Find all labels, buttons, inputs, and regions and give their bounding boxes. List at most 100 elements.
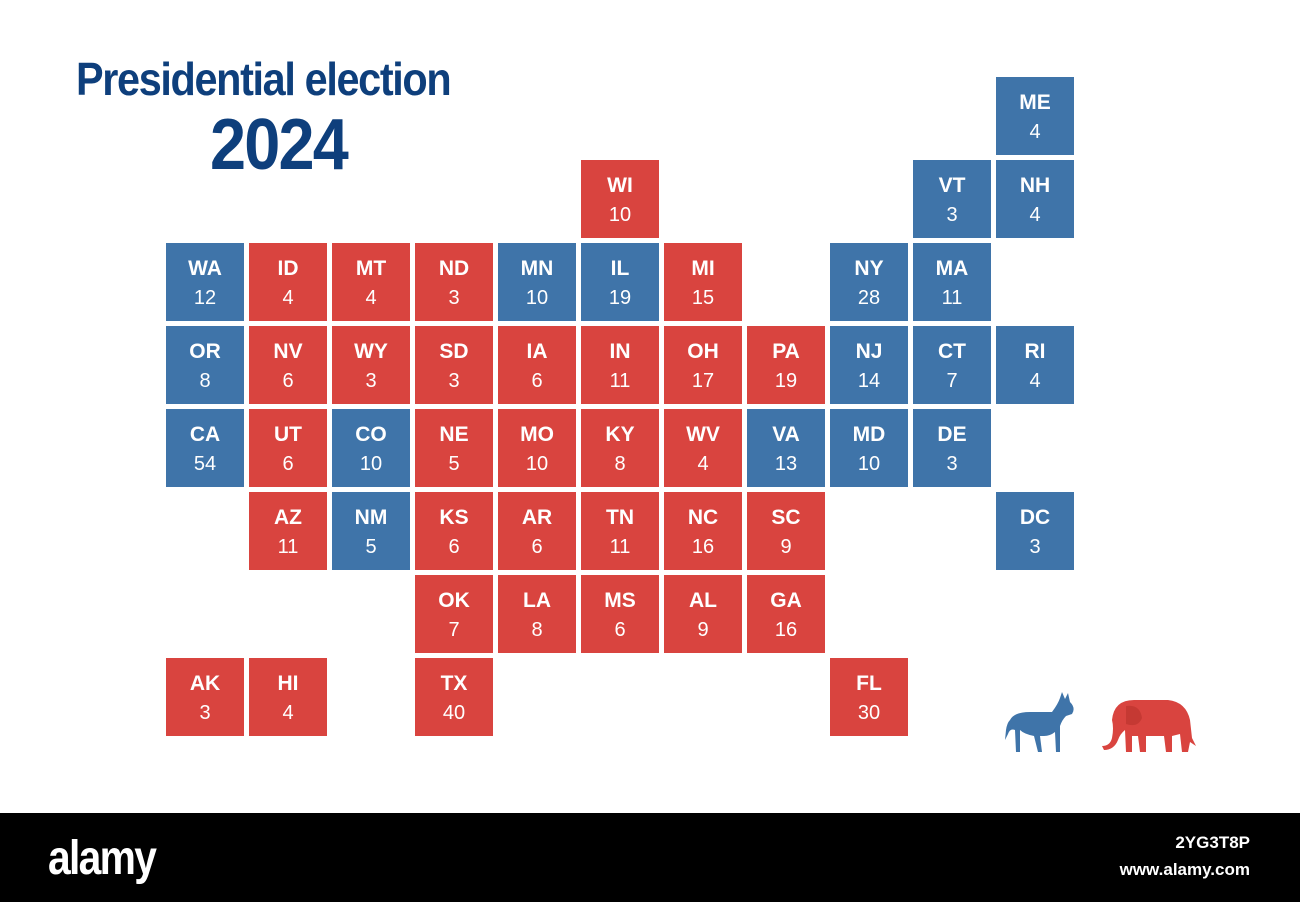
state-tile-ri: RI 4 <box>996 326 1074 404</box>
state-tile-fl: FL 30 <box>830 658 908 736</box>
electoral-votes: 7 <box>448 619 460 641</box>
electoral-votes: 11 <box>609 536 631 558</box>
state-abbr: NE <box>439 423 469 446</box>
state-tile-dc: DC 3 <box>996 492 1074 570</box>
state-tile-az: AZ 11 <box>249 492 327 570</box>
electoral-votes: 4 <box>282 287 294 309</box>
state-tile-ut: UT 6 <box>249 409 327 487</box>
state-abbr: WA <box>188 257 222 280</box>
electoral-votes: 3 <box>1029 536 1041 558</box>
state-tile-nd: ND 3 <box>415 243 493 321</box>
state-abbr: WI <box>607 174 633 197</box>
electoral-votes: 28 <box>857 287 881 309</box>
electoral-votes: 11 <box>609 370 631 392</box>
state-tile-ky: KY 8 <box>581 409 659 487</box>
state-tile-tx: TX 40 <box>415 658 493 736</box>
state-tile-ma: MA 11 <box>913 243 991 321</box>
state-tile-nm: NM 5 <box>332 492 410 570</box>
state-abbr: CO <box>355 423 387 446</box>
state-abbr: MA <box>935 257 969 280</box>
state-tile-hi: HI 4 <box>249 658 327 736</box>
state-abbr: MT <box>355 257 387 280</box>
state-abbr: OR <box>189 340 221 363</box>
state-abbr: SC <box>771 506 801 529</box>
state-tile-ak: AK 3 <box>166 658 244 736</box>
state-abbr: ME <box>1019 91 1051 114</box>
state-abbr: TN <box>606 506 634 529</box>
electoral-votes: 12 <box>193 287 217 309</box>
state-abbr: AR <box>521 506 553 529</box>
state-tile-oh: OH 17 <box>664 326 742 404</box>
electoral-votes: 4 <box>697 453 709 475</box>
electoral-votes: 6 <box>531 536 543 558</box>
electoral-votes: 10 <box>525 453 549 475</box>
electoral-votes: 3 <box>448 287 460 309</box>
electoral-votes: 19 <box>608 287 632 309</box>
state-tile-mo: MO 10 <box>498 409 576 487</box>
electoral-votes: 16 <box>774 619 798 641</box>
electoral-votes: 7 <box>946 370 958 392</box>
state-abbr: FL <box>856 672 882 695</box>
electoral-votes: 54 <box>193 453 217 475</box>
electoral-votes: 3 <box>365 370 377 392</box>
footer-url[interactable]: www.alamy.com <box>1119 860 1250 879</box>
state-abbr: MD <box>852 423 886 446</box>
electoral-votes: 4 <box>1029 370 1041 392</box>
state-abbr: MI <box>691 257 715 280</box>
electoral-votes: 13 <box>774 453 798 475</box>
state-abbr: IN <box>609 340 631 363</box>
state-abbr: NV <box>273 340 303 363</box>
state-abbr: WY <box>354 340 388 363</box>
electoral-votes: 4 <box>282 702 294 724</box>
state-abbr: IA <box>526 340 548 363</box>
state-abbr: ID <box>277 257 299 280</box>
electoral-votes: 8 <box>614 453 626 475</box>
state-tile-wa: WA 12 <box>166 243 244 321</box>
electoral-votes: 10 <box>359 453 383 475</box>
electoral-votes: 14 <box>857 370 881 392</box>
state-tile-or: OR 8 <box>166 326 244 404</box>
electoral-votes: 6 <box>448 536 460 558</box>
state-abbr: RI <box>1024 340 1046 363</box>
state-abbr: DE <box>937 423 967 446</box>
state-tile-nv: NV 6 <box>249 326 327 404</box>
electoral-votes: 9 <box>780 536 792 558</box>
electoral-votes: 4 <box>1029 204 1041 226</box>
state-abbr: OK <box>438 589 470 612</box>
state-tile-ca: CA 54 <box>166 409 244 487</box>
electoral-votes: 4 <box>1029 121 1041 143</box>
state-abbr: AK <box>189 672 221 695</box>
state-tile-ga: GA 16 <box>747 575 825 653</box>
electoral-votes: 15 <box>691 287 715 309</box>
state-abbr: LA <box>523 589 551 612</box>
electoral-votes: 3 <box>946 453 958 475</box>
state-tile-ok: OK 7 <box>415 575 493 653</box>
state-tile-ms: MS 6 <box>581 575 659 653</box>
state-abbr: ND <box>438 257 470 280</box>
electoral-votes: 30 <box>857 702 881 724</box>
state-abbr: SD <box>439 340 469 363</box>
electoral-votes: 6 <box>282 453 294 475</box>
state-abbr: CT <box>938 340 966 363</box>
state-abbr: HI <box>277 672 299 695</box>
footer-bar: alamy 2YG3T8P www.alamy.com <box>0 813 1300 902</box>
state-abbr: UT <box>274 423 302 446</box>
title-line1: Presidential election <box>76 53 452 105</box>
state-tile-il: IL 19 <box>581 243 659 321</box>
state-abbr: VA <box>772 423 800 446</box>
state-tile-ct: CT 7 <box>913 326 991 404</box>
state-abbr: KY <box>605 423 635 446</box>
state-tile-vt: VT 3 <box>913 160 991 238</box>
state-tile-mn: MN 10 <box>498 243 576 321</box>
title-year: 2024 <box>210 105 349 185</box>
state-abbr: WV <box>686 423 720 446</box>
electoral-votes: 11 <box>277 536 299 558</box>
state-abbr: OH <box>687 340 719 363</box>
electoral-votes: 40 <box>442 702 466 724</box>
state-tile-ny: NY 28 <box>830 243 908 321</box>
state-tile-ar: AR 6 <box>498 492 576 570</box>
state-tile-sc: SC 9 <box>747 492 825 570</box>
state-abbr: CA <box>189 423 221 446</box>
electoral-votes: 10 <box>525 287 549 309</box>
state-abbr: IL <box>610 257 630 280</box>
